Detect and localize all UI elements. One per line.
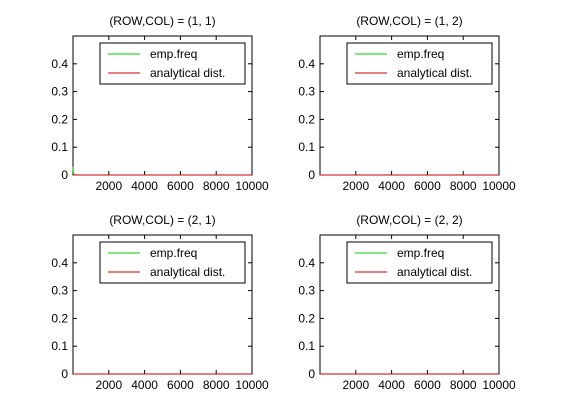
y-tick-label: 0.1: [51, 339, 68, 353]
x-tick-label: 2000: [342, 378, 369, 392]
y-tick-label: 0.4: [51, 256, 68, 270]
y-tick-label: 0.1: [298, 140, 315, 154]
y-tick-label: 0.1: [298, 339, 315, 353]
x-tick-label: 6000: [167, 179, 194, 193]
y-tick-label: 0.2: [51, 311, 68, 325]
legend: emp.freq analytical dist.: [99, 241, 246, 284]
y-tick-label: 0.1: [51, 140, 68, 154]
legend-label: emp.freq: [150, 47, 197, 61]
y-tick-label: 0: [61, 367, 68, 381]
x-tick-label: 8000: [450, 378, 477, 392]
x-tick-label: 2000: [342, 179, 369, 193]
legend: emp.freq analytical dist.: [99, 42, 246, 85]
legend: emp.freq analytical dist.: [346, 241, 493, 284]
subplot-3: (ROW,COL) = (2, 1) 2000 4000 6000 8000 10000 0…: [51, 213, 269, 392]
x-tick-label: 6000: [414, 179, 441, 193]
x-tick-label: 4000: [378, 378, 405, 392]
x-tick-label: 8000: [203, 378, 230, 392]
x-tick-label: 8000: [203, 179, 230, 193]
legend-label: analytical dist.: [150, 66, 225, 80]
x-tick-label: 6000: [167, 378, 194, 392]
y-tick-label: 0: [308, 367, 315, 381]
x-tick-label: 8000: [450, 179, 477, 193]
legend-label: emp.freq: [397, 47, 444, 61]
y-tick-label: 0.3: [51, 85, 68, 99]
legend-label: analytical dist.: [150, 265, 225, 279]
y-tick-label: 0: [308, 168, 315, 182]
y-tick-label: 0.3: [298, 85, 315, 99]
subplot-4: (ROW,COL) = (2, 2) 2000 4000 6000 8000 10000 0…: [298, 213, 516, 392]
y-tick-label: 0.4: [51, 57, 68, 71]
chart-title: (ROW,COL) = (2, 2): [356, 213, 462, 227]
x-tick-label: 10000: [235, 378, 269, 392]
legend-box: [346, 42, 493, 85]
subplot-1: (ROW,COL) = (1, 1) 2000 4000 6000 8000 10000 0…: [51, 14, 269, 193]
x-tick-label: 6000: [414, 378, 441, 392]
x-tick-label: 2000: [95, 378, 122, 392]
legend-label: emp.freq: [397, 246, 444, 260]
y-tick-label: 0.4: [298, 256, 315, 270]
legend-label: analytical dist.: [397, 265, 472, 279]
x-tick-label: 10000: [235, 179, 269, 193]
legend-box: [99, 42, 246, 85]
legend-label: emp.freq: [150, 246, 197, 260]
chart-title: (ROW,COL) = (2, 1): [109, 213, 215, 227]
x-tick-label: 2000: [95, 179, 122, 193]
chart-title: (ROW,COL) = (1, 1): [109, 14, 215, 28]
legend-box: [99, 241, 246, 284]
subplot-2: (ROW,COL) = (1, 2) 2000 4000 6000 8000 10000 0…: [298, 14, 516, 193]
y-tick-label: 0.2: [298, 112, 315, 126]
x-tick-label: 10000: [482, 378, 516, 392]
y-tick-label: 0.4: [298, 57, 315, 71]
x-tick-label: 4000: [131, 378, 158, 392]
y-tick-label: 0.2: [51, 112, 68, 126]
legend-label: analytical dist.: [397, 66, 472, 80]
legend: emp.freq analytical dist.: [346, 42, 493, 85]
y-tick-label: 0: [61, 168, 68, 182]
y-tick-label: 0.3: [51, 284, 68, 298]
x-tick-label: 4000: [378, 179, 405, 193]
y-tick-label: 0.2: [298, 311, 315, 325]
x-tick-label: 4000: [131, 179, 158, 193]
y-tick-label: 0.3: [298, 284, 315, 298]
x-tick-label: 10000: [482, 179, 516, 193]
chart-title: (ROW,COL) = (1, 2): [356, 14, 462, 28]
legend-box: [346, 241, 493, 284]
